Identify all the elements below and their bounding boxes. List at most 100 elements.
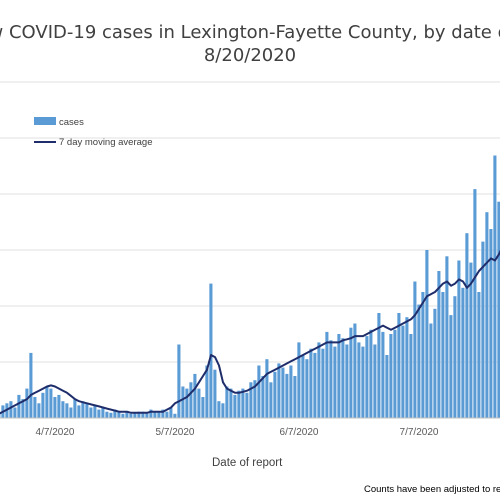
bar (73, 399, 77, 418)
x-axis-title: Date of report (212, 457, 283, 469)
bar (345, 344, 349, 418)
bar (313, 352, 317, 418)
bar (41, 392, 45, 418)
gridlines (0, 81, 500, 363)
bar (437, 271, 441, 418)
bar (9, 401, 13, 418)
bar (161, 409, 165, 418)
bar (237, 390, 241, 418)
bar (401, 325, 405, 418)
bar (341, 338, 345, 418)
bar (457, 260, 461, 418)
bar (445, 256, 449, 418)
x-tick-label: 6/7/2020 (280, 427, 319, 438)
bar (217, 401, 221, 418)
bar (241, 388, 245, 418)
bar (45, 386, 49, 418)
bar (117, 411, 121, 418)
bar (197, 388, 201, 418)
bar (169, 407, 173, 418)
bar (469, 262, 473, 418)
bar (465, 233, 469, 418)
bar (493, 155, 497, 418)
bar (273, 371, 277, 418)
footnote: Counts have been adjusted to remove 6 (364, 484, 500, 495)
bar (369, 329, 373, 418)
moving-average-line (0, 249, 500, 415)
bar (253, 380, 257, 418)
bar (177, 344, 181, 418)
bar (85, 403, 89, 418)
bar (373, 344, 377, 418)
line-series-moving-average (0, 249, 500, 415)
bar (137, 411, 141, 418)
bar (409, 334, 413, 418)
bar (29, 352, 33, 418)
bar (265, 359, 269, 418)
bar (173, 413, 177, 418)
bar (353, 323, 357, 418)
bar (377, 313, 381, 418)
bar (101, 407, 105, 418)
bar (481, 241, 485, 418)
bar (141, 411, 145, 418)
bar (333, 346, 337, 418)
bar (289, 365, 293, 418)
bar (13, 407, 17, 418)
bar (417, 304, 421, 418)
bar (61, 401, 65, 418)
bar (89, 407, 93, 418)
bar (381, 331, 385, 418)
bar (125, 411, 129, 418)
bar (301, 355, 305, 418)
bar (297, 342, 301, 418)
bar (397, 313, 401, 418)
bar (477, 292, 481, 418)
bar (425, 250, 429, 418)
bar (129, 413, 133, 418)
bar (97, 409, 101, 418)
bar (257, 365, 261, 418)
bar (329, 340, 333, 418)
bar (77, 405, 81, 418)
bar (281, 367, 285, 418)
bar (321, 348, 325, 418)
bar (453, 296, 457, 418)
bar (305, 359, 309, 418)
bar (225, 386, 229, 418)
bar (277, 363, 281, 418)
bar (361, 346, 365, 418)
bar (317, 342, 321, 418)
bar (325, 331, 329, 418)
legend: cases 7 day moving average (34, 117, 152, 148)
bar (229, 388, 233, 418)
bar (81, 401, 85, 418)
bar (413, 281, 417, 418)
bar (21, 399, 25, 418)
bar (497, 201, 500, 418)
bar (165, 411, 169, 418)
bar (473, 189, 477, 418)
bar (421, 292, 425, 418)
x-tick-label: 5/7/2020 (156, 427, 195, 438)
bar (285, 373, 289, 418)
bar (221, 403, 225, 418)
bar (69, 407, 73, 418)
bar (149, 409, 153, 418)
bar (357, 342, 361, 418)
bar (269, 382, 273, 418)
bar (209, 283, 213, 418)
bar (489, 229, 493, 418)
chart-title: New COVID-19 cases in Lexington-Fayette … (0, 22, 500, 43)
bar (429, 323, 433, 418)
bar (485, 212, 489, 418)
bar (37, 403, 41, 418)
bar (109, 412, 113, 418)
bar (245, 392, 249, 418)
bar (157, 411, 161, 418)
bar (233, 394, 237, 418)
bar (145, 412, 149, 418)
x-tick-labels: 4/7/2020 5/7/2020 6/7/2020 7/7/2020 (36, 427, 439, 438)
